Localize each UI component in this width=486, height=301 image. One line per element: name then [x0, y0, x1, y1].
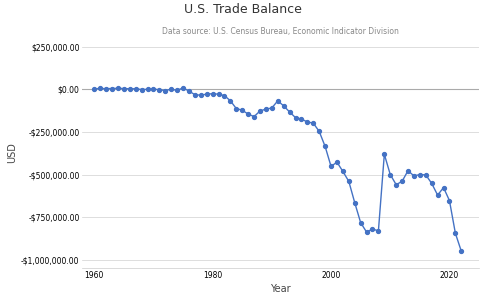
X-axis label: Year: Year [270, 284, 291, 294]
Text: U.S. Trade Balance: U.S. Trade Balance [184, 3, 302, 16]
Title: Data source: U.S. Census Bureau, Economic Indicator Division: Data source: U.S. Census Bureau, Economi… [162, 27, 399, 36]
Y-axis label: USD: USD [7, 142, 17, 163]
